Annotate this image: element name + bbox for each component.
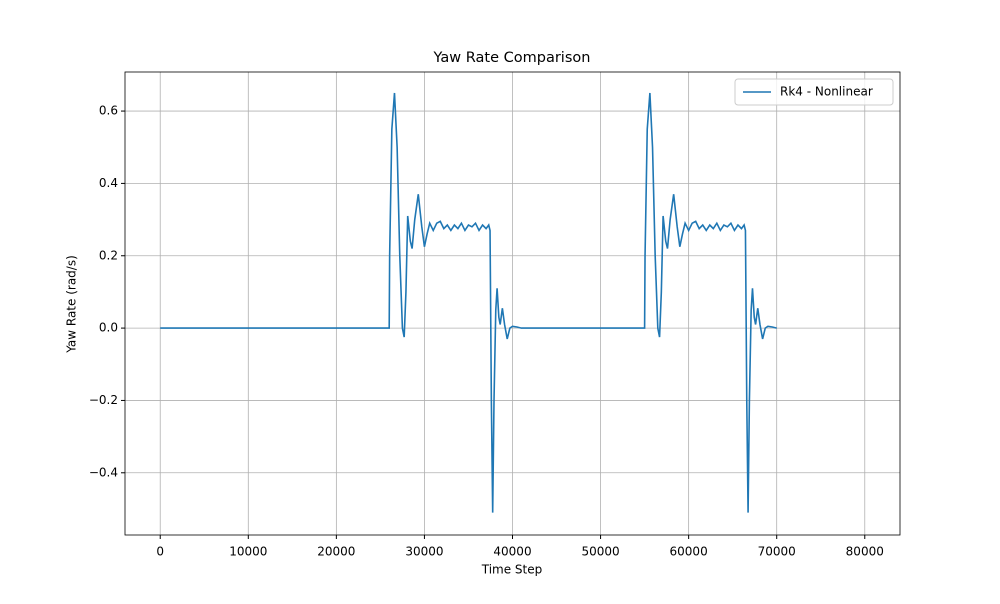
legend-box <box>734 78 894 106</box>
x-tick-label: 0 <box>156 545 164 559</box>
x-tick-label: 30000 <box>405 545 443 559</box>
x-tick-label: 80000 <box>846 545 884 559</box>
x-tick-label: 70000 <box>758 545 796 559</box>
x-tick-label: 20000 <box>317 545 355 559</box>
y-tick-label: −0.2 <box>89 393 118 407</box>
y-tick-label: 0.4 <box>99 176 118 190</box>
x-tick-label: 40000 <box>493 545 531 559</box>
axes-frame <box>124 71 901 536</box>
y-tick-label: −0.4 <box>89 465 118 479</box>
line-series <box>160 92 777 513</box>
legend-label: Rk4 - Nonlinear <box>780 85 873 99</box>
y-axis-label: Yaw Rate (rad/s) <box>65 255 79 354</box>
x-tick-label: 10000 <box>229 545 267 559</box>
x-axis-label: Time Step <box>481 563 543 577</box>
x-tick-label: 60000 <box>670 545 708 559</box>
y-tick-label: 0.2 <box>99 248 118 262</box>
x-tick-label: 50000 <box>581 545 619 559</box>
y-tick-label: 0.6 <box>99 104 118 118</box>
y-tick-label: 0.0 <box>99 321 118 335</box>
chart-title: Yaw Rate Comparison <box>433 50 591 66</box>
